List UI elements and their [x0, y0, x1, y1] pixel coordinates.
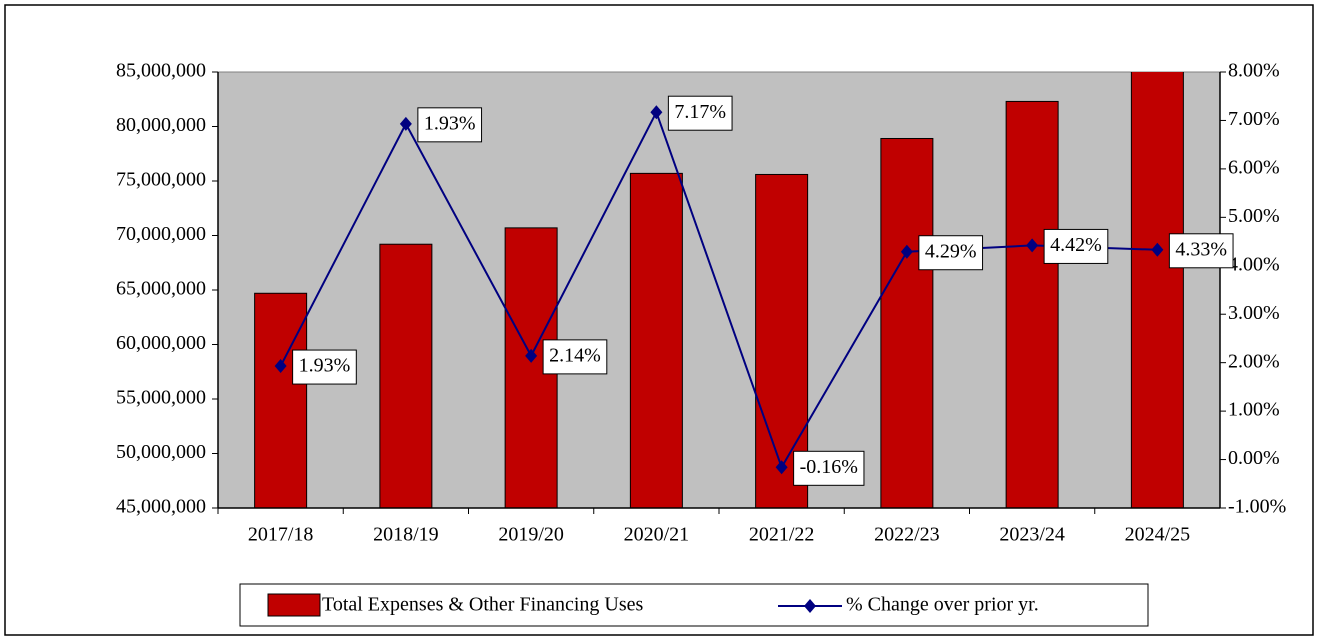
x-tick-label: 2021/22	[749, 524, 815, 546]
legend-swatch	[267, 593, 321, 617]
data-label-box	[1168, 233, 1234, 269]
data-label: 4.29%	[925, 240, 977, 262]
y2-tick-label: 5.00%	[1228, 205, 1280, 227]
y2-tick-label: 2.00%	[1228, 350, 1280, 372]
marker	[399, 116, 412, 131]
data-label-box	[918, 235, 984, 271]
y2-tick-label: 7.00%	[1228, 108, 1280, 130]
y-tick-label: 50,000,000	[116, 441, 206, 463]
bar	[254, 292, 308, 508]
data-label-box	[667, 95, 733, 131]
x-tick-label: 2018/19	[373, 524, 439, 546]
line	[279, 109, 1158, 470]
x-tick-label: 2023/24	[999, 524, 1065, 546]
data-label: 1.93%	[299, 355, 351, 377]
marker	[1026, 238, 1039, 253]
x-tick-label: 2022/23	[874, 524, 940, 546]
marker	[900, 244, 913, 259]
data-label: -0.16%	[800, 456, 858, 478]
y2-tick-label: 0.00%	[1228, 447, 1280, 469]
legend-label: % Change over prior yr.	[846, 594, 1039, 616]
y2-tick-label: 3.00%	[1228, 302, 1280, 324]
bar	[880, 137, 934, 508]
x-tick-label: 2019/20	[498, 524, 564, 546]
y-tick-label: 60,000,000	[116, 332, 206, 354]
marker	[1151, 242, 1164, 257]
data-label: 7.17%	[674, 101, 726, 123]
y-tick-label: 85,000,000	[116, 60, 206, 82]
y2-tick-label: 4.00%	[1228, 253, 1280, 275]
y-tick-label: 65,000,000	[116, 278, 206, 300]
legend-label: Total Expenses & Other Financing Uses	[322, 594, 644, 616]
data-label: 4.42%	[1050, 234, 1102, 256]
bars	[254, 72, 1184, 508]
x-tick-label: 2017/18	[248, 524, 314, 546]
y-tick-label: 80,000,000	[116, 114, 206, 136]
y-tick-label: 75,000,000	[116, 169, 206, 191]
x-tick-label: 2020/21	[624, 524, 690, 546]
data-label-box	[542, 339, 608, 375]
y2-tick-label: 6.00%	[1228, 156, 1280, 178]
x-tick-label: 2024/25	[1125, 524, 1191, 546]
y-tick-label: 45,000,000	[116, 496, 206, 518]
bar	[629, 172, 683, 508]
data-label: 1.93%	[424, 112, 476, 134]
marker	[650, 105, 663, 120]
data-label-box	[793, 450, 865, 486]
data-label-box	[1043, 228, 1109, 264]
data-label: 2.14%	[549, 344, 601, 366]
legend-box	[239, 583, 1149, 627]
data-label: 4.33%	[1175, 238, 1227, 260]
y2-tick-label: -1.00%	[1228, 496, 1286, 518]
bar	[1005, 100, 1059, 508]
y-tick-label: 70,000,000	[116, 223, 206, 245]
bar	[1130, 72, 1184, 508]
y-tick-label: 55,000,000	[116, 387, 206, 409]
data-label-box	[417, 107, 483, 143]
marker	[775, 460, 788, 475]
bar	[379, 243, 433, 508]
legend-marker	[804, 599, 816, 613]
data-label-box	[292, 349, 357, 385]
bar	[755, 173, 809, 508]
marker	[274, 359, 287, 374]
y2-tick-label: 1.00%	[1228, 399, 1280, 421]
marker	[525, 348, 538, 363]
y2-tick-label: 8.00%	[1228, 60, 1280, 82]
